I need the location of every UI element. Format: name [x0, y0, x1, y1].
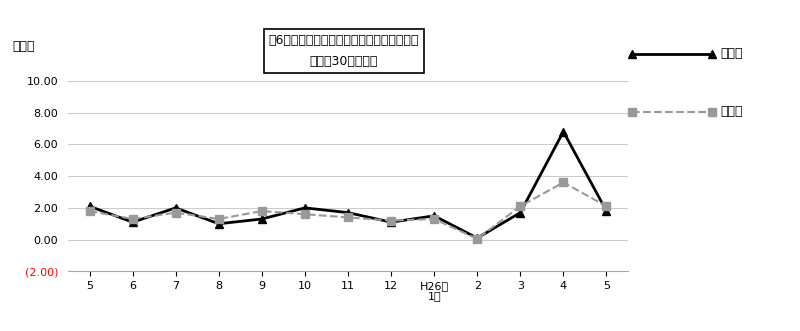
Text: （％）: （％） [12, 40, 34, 53]
Text: 入職率: 入職率 [720, 47, 742, 60]
Text: 離職率: 離職率 [720, 105, 742, 118]
Text: 図6　入職率・離職率の推移（調査産業計）
－規模30人以上－: 図6 入職率・離職率の推移（調査産業計） －規模30人以上－ [269, 34, 419, 68]
